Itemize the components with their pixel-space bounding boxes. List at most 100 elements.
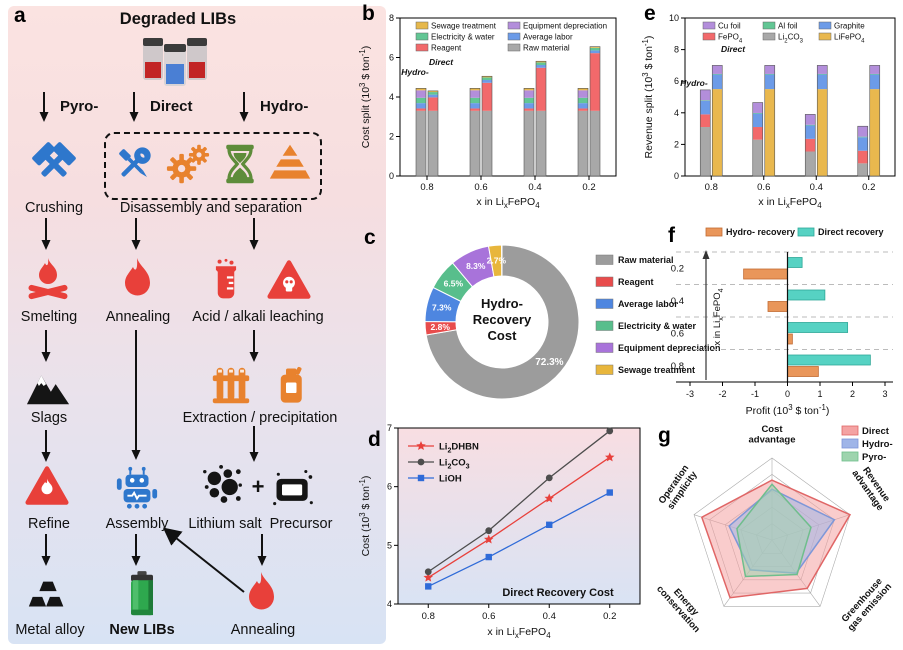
route-label-direct: Direct — [150, 98, 193, 115]
svg-text:Cost: Cost — [761, 424, 783, 435]
flow-arrow — [248, 218, 260, 250]
svg-text:x in Lix​FePO4​: x in Lix​FePO4​ — [487, 626, 551, 640]
svg-text:Sewage treatment: Sewage treatment — [431, 22, 497, 31]
svg-text:Equipment depreciation: Equipment depreciation — [523, 22, 607, 31]
svg-text:Profit (103​ $ ton-1​): Profit (103​ $ ton-1​) — [746, 403, 830, 417]
svg-text:0.4: 0.4 — [528, 182, 541, 193]
svg-text:Equipment depreciation: Equipment depreciation — [618, 343, 721, 353]
svg-text:0.6: 0.6 — [474, 182, 487, 193]
node-label-annealing2: Annealing — [230, 622, 296, 638]
svg-text:Cost (103​ $ ton-1​): Cost (103​ $ ton-1​) — [358, 476, 372, 557]
beaker-icon — [204, 257, 248, 303]
svg-text:Hydro-: Hydro- — [481, 296, 523, 311]
svg-text:LiOH: LiOH — [439, 474, 462, 485]
svg-text:0.2: 0.2 — [582, 182, 595, 193]
metal-ingots-icon — [24, 572, 72, 618]
svg-text:Average labor: Average labor — [523, 33, 573, 42]
svg-text:Direct: Direct — [721, 44, 746, 54]
svg-text:0.6: 0.6 — [757, 182, 770, 193]
flowchart-title: Degraded LIBs — [119, 10, 237, 28]
annealing-to-assembly-arrow — [162, 527, 245, 593]
svg-text:Cu foil: Cu foil — [718, 22, 741, 31]
node-label-disassembly: Disassembly and separation — [119, 200, 303, 216]
flow-arrow — [130, 534, 142, 566]
svg-text:Revenue split (103​ $ ton-1​): Revenue split (103​ $ ton-1​) — [641, 36, 655, 159]
panel-label-d: d — [368, 428, 381, 451]
svg-text:Direct: Direct — [862, 426, 890, 437]
flow-arrow — [248, 426, 260, 462]
svg-text:0.4: 0.4 — [810, 182, 823, 193]
svg-text:Li2​CO3​: Li2​CO3​ — [439, 458, 470, 471]
svg-text:0.2: 0.2 — [671, 263, 684, 274]
node-label-metal-alloy: Metal alloy — [15, 622, 85, 638]
svg-text:0.2: 0.2 — [603, 611, 616, 622]
svg-text:Hydro-: Hydro- — [680, 78, 708, 88]
svg-text:5: 5 — [387, 540, 392, 550]
route-label-pyro: Pyro- — [60, 98, 99, 115]
svg-text:-3: -3 — [686, 389, 694, 399]
svg-text:6: 6 — [387, 482, 392, 492]
svg-text:Direct Recovery Cost: Direct Recovery Cost — [502, 587, 614, 599]
svg-text:FePO4​: FePO4​ — [718, 33, 743, 45]
svg-text:LiFePO4​: LiFePO4​ — [834, 33, 865, 45]
svg-text:7.3%: 7.3% — [432, 303, 452, 313]
svg-text:Cost split (103​ $ ton-1​): Cost split (103​ $ ton-1​) — [358, 46, 372, 148]
degraded-battery-icon — [138, 32, 212, 88]
svg-text:0: 0 — [785, 389, 790, 399]
flow-arrow — [248, 330, 260, 362]
svg-text:0.6: 0.6 — [482, 611, 495, 622]
svg-text:Sewage treatment: Sewage treatment — [618, 365, 695, 375]
campfire-icon — [24, 256, 72, 304]
test-tubes-icon — [208, 362, 254, 408]
svg-text:0: 0 — [674, 171, 679, 181]
svg-text:Direct recovery: Direct recovery — [818, 227, 884, 237]
svg-text:Average labor: Average labor — [618, 299, 678, 309]
pyramid-icon — [268, 142, 312, 186]
svg-text:4: 4 — [387, 599, 392, 609]
node-label-refine: Refine — [28, 516, 70, 532]
svg-text:6: 6 — [674, 76, 679, 86]
panel-label-f: f — [668, 224, 675, 247]
svg-text:x in Lix​FePO4​: x in Lix​FePO4​ — [758, 196, 822, 210]
svg-text:Electricity & water: Electricity & water — [618, 321, 697, 331]
panel-label-e: e — [644, 2, 656, 25]
svg-text:8.3%: 8.3% — [466, 261, 486, 271]
plus-sign: + — [251, 474, 265, 499]
svg-text:Pyro-: Pyro- — [862, 452, 886, 463]
gears-icon — [166, 142, 210, 186]
route-comparison-radar: Cost advantage Revenue advantage Greenhouse g… — [648, 418, 903, 648]
wrench-screwdriver-icon — [112, 142, 156, 186]
svg-text:6: 6 — [389, 53, 394, 63]
precursor-plate-icon — [270, 466, 316, 510]
svg-text:0.8: 0.8 — [420, 182, 433, 193]
hazard-skull-icon — [266, 258, 312, 302]
flow-arrow — [38, 92, 50, 122]
node-label-lithium-salt: Lithium salt — [188, 516, 262, 532]
svg-text:Direct: Direct — [429, 57, 454, 67]
panel-label-g: g — [658, 424, 671, 447]
svg-text:72.3%: 72.3% — [535, 357, 563, 368]
direct-recovery-cost-chart: 4 5 6 7 0.8 0.6 0.4 0.2 Li2​DHBN Li2​CO3​ LiOH Dire… — [358, 418, 650, 648]
profit-chart: 0.2 0.4 0.6 0.8 -3 -2 -1 0 1 2 3 x in Lix​FePO4​ Pro… — [648, 222, 903, 420]
svg-text:2.7%: 2.7% — [487, 255, 507, 265]
canister-icon — [272, 364, 314, 408]
hourglass-icon — [218, 142, 262, 186]
svg-text:Hydro-: Hydro- — [862, 439, 893, 450]
svg-text:Hydro-: Hydro- — [401, 67, 429, 77]
svg-text:0.8: 0.8 — [422, 611, 435, 622]
crossed-hammers-icon — [30, 140, 78, 188]
svg-text:8: 8 — [389, 13, 394, 23]
node-label-assembly: Assembly — [105, 516, 169, 532]
robot-icon — [114, 464, 160, 512]
flow-arrow — [40, 330, 52, 362]
svg-text:Cost: Cost — [488, 328, 518, 343]
svg-text:7: 7 — [387, 423, 392, 433]
svg-text:0.4: 0.4 — [671, 296, 684, 307]
svg-text:advantage: advantage — [749, 435, 796, 446]
svg-text:6.5%: 6.5% — [444, 279, 464, 289]
svg-text:Li2​CO3​: Li2​CO3​ — [778, 33, 804, 45]
svg-text:0.8: 0.8 — [705, 182, 718, 193]
flow-arrow — [238, 92, 250, 122]
svg-text:Reagent: Reagent — [618, 277, 654, 287]
